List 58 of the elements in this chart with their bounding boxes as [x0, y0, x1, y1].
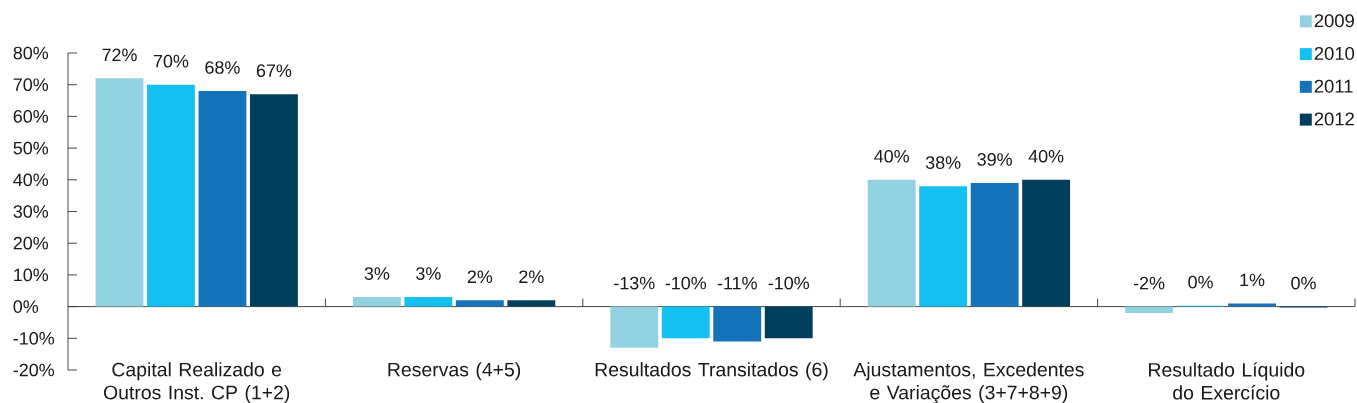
- data-label: 3%: [364, 267, 390, 280]
- data-label: 40%: [1028, 149, 1064, 163]
- data-label: 2%: [467, 270, 493, 284]
- bar: [1125, 306, 1174, 313]
- y-tick-label: 80%: [13, 46, 49, 60]
- bar: [147, 84, 195, 307]
- legend-label: 2009: [1314, 14, 1354, 28]
- data-label: 68%: [205, 61, 240, 74]
- x-tick-label: Ajustamentos, Excedentes e Variações (3+7+8+9): [853, 362, 1084, 403]
- data-label: 39%: [977, 153, 1012, 166]
- bar: [970, 182, 1019, 307]
- y-tick-label: 30%: [13, 205, 49, 218]
- y-tick-label: 20%: [13, 236, 49, 250]
- data-label: 72%: [102, 48, 137, 62]
- bar: [1228, 303, 1276, 307]
- data-label: 1%: [1240, 273, 1265, 287]
- data-label: 70%: [153, 54, 189, 68]
- x-tick-label: Resultado Líquido do Exercício: [1149, 362, 1305, 400]
- y-tick-label: 0%: [13, 300, 39, 313]
- y-tick-label: -20%: [13, 363, 55, 377]
- x-tick-label: Resultados Transitados (6): [595, 362, 828, 381]
- data-label: 3%: [416, 267, 441, 280]
- data-label: -13%: [614, 276, 655, 290]
- data-label: 40%: [874, 149, 909, 163]
- x-tick-label: Reservas (4+5): [388, 362, 521, 381]
- y-tick-label: 70%: [13, 78, 49, 92]
- y-tick-label: 60%: [13, 110, 49, 123]
- y-tick-label: 40%: [13, 173, 49, 187]
- bar: [455, 300, 504, 307]
- data-label: 38%: [925, 156, 961, 169]
- bar: [352, 297, 401, 307]
- y-tick-label: 50%: [13, 141, 49, 155]
- bar: [867, 179, 916, 307]
- bar: [919, 186, 968, 307]
- bar: [713, 306, 762, 342]
- data-label: -10%: [665, 276, 707, 290]
- data-label: 0%: [1188, 275, 1213, 289]
- legend-label: 2010: [1314, 46, 1355, 60]
- legend-label: 2012: [1314, 112, 1354, 126]
- data-label: -2%: [1133, 276, 1165, 290]
- y-tick-label: -10%: [13, 331, 55, 345]
- bar: [249, 94, 298, 307]
- data-label: 67%: [256, 64, 292, 77]
- data-label: -11%: [717, 276, 757, 290]
- bar: [198, 91, 247, 307]
- bar: [95, 78, 144, 307]
- x-tick-label: Capital Realizado e Outros Inst. CP (1+2): [103, 362, 290, 403]
- data-label: 2%: [519, 270, 544, 284]
- bar: [507, 300, 556, 307]
- legend-label: 2011: [1314, 79, 1353, 93]
- y-tick-label: 10%: [14, 268, 49, 282]
- bar: [1022, 179, 1071, 307]
- data-label: -10%: [768, 276, 810, 290]
- bar: [404, 297, 453, 307]
- bar: [610, 306, 659, 348]
- bar: [661, 306, 710, 339]
- data-label: 0%: [1291, 276, 1316, 290]
- bar: [764, 306, 813, 339]
